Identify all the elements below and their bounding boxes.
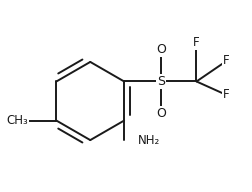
Text: CH₃: CH₃: [6, 114, 28, 127]
Text: S: S: [158, 75, 165, 88]
Text: O: O: [156, 43, 166, 56]
Text: F: F: [223, 54, 230, 67]
Text: F: F: [193, 36, 200, 49]
Text: O: O: [156, 107, 166, 120]
Text: F: F: [223, 89, 230, 102]
Text: NH₂: NH₂: [138, 134, 161, 147]
